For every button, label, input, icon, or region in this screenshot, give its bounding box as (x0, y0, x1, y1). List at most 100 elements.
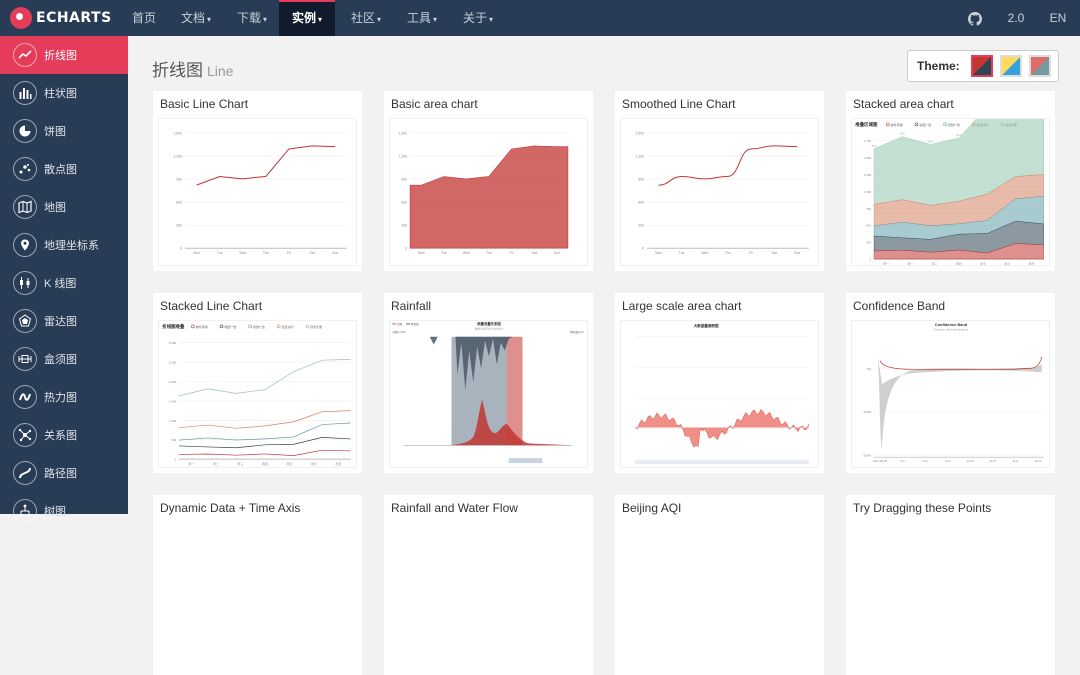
stacked-area-series (873, 243, 1044, 260)
x-tick-label: Thu (725, 251, 731, 255)
y-tick-label: 600 (638, 201, 644, 205)
theme-default-swatch[interactable] (970, 55, 993, 77)
nav-community[interactable]: 社区 ▾ (340, 0, 392, 36)
x-tick-label: 2012-08-28 (873, 459, 888, 463)
theme-dark-swatch[interactable] (1028, 55, 1051, 77)
sidebar-item-geo[interactable]: 地理坐标系 (0, 226, 128, 264)
sidebar-item-label: 柱状图 (44, 88, 77, 100)
legend-label: 降雨量 (411, 322, 419, 326)
theme-light-swatch[interactable] (999, 55, 1022, 77)
x-tick-label: 周五 (980, 261, 986, 266)
legend-marker (943, 122, 947, 127)
sidebar-item-label: 雷达图 (44, 316, 77, 328)
x-tick-label: 周三 (932, 261, 938, 266)
sidebar-item-boxplot[interactable]: 盒须图 (0, 340, 128, 378)
sidebar-item-line[interactable]: 折线图 (0, 36, 128, 74)
rainfall-area (404, 336, 572, 391)
legend-label: 视频广告 (253, 324, 265, 329)
x-tick-label: Thu (486, 251, 492, 255)
sidebar-item-lines[interactable]: 路径图 (0, 454, 128, 492)
sidebar-item-scatter[interactable]: 散点图 (0, 150, 128, 188)
x-tick-label: Sat (532, 251, 537, 255)
y-tick-label: 500 (171, 438, 176, 442)
x-tick-label: Tue (217, 251, 223, 255)
example-card-title: Rainfall and Water Flow (391, 501, 518, 515)
sidebar-item-graph[interactable]: 关系图 (0, 416, 128, 454)
x-tick-label: Sun (554, 251, 560, 255)
nav-about[interactable]: 关于 ▾ (452, 0, 504, 36)
page-title: 折线图 Line (152, 56, 233, 81)
x-tick-label: Mon (193, 251, 200, 255)
y-tick-label: 3,000 (169, 341, 177, 345)
x-tick-label: 周二 (907, 261, 913, 266)
language-toggle[interactable]: EN (1049, 11, 1067, 25)
legend-marker (305, 324, 310, 329)
y-tick-label: 900 (638, 177, 644, 181)
caret-down-icon: ▾ (377, 15, 382, 24)
sidebar-item-candlestick[interactable]: K 线图 (0, 264, 128, 302)
x-tick-label: 周日 (1029, 261, 1035, 266)
github-link[interactable] (962, 0, 988, 36)
y-tick-label: 600 (176, 201, 182, 205)
x-tick-label: 10-27 (989, 459, 997, 463)
example-card[interactable]: Confidence Band Confidence Band Example i… (846, 293, 1055, 473)
nav-community-label: 社区 (350, 11, 375, 25)
x-tick-label: 周三 (237, 461, 243, 466)
example-card[interactable]: Rainfall and Water Flow (384, 495, 593, 675)
example-card-title: Beijing AQI (622, 501, 682, 515)
x-tick-label: 10-15 (967, 459, 975, 463)
candlestick-icon (13, 271, 37, 295)
example-card[interactable]: Smoothed Line Chart 1,500 1,200 900 600 300 0… (615, 91, 824, 271)
version-link[interactable]: 2.0 (1007, 11, 1025, 25)
stacked-line-series (179, 449, 351, 456)
nav-docs[interactable]: 文档 ▾ (170, 0, 222, 36)
echarts-logo[interactable]: ECHARTS (10, 7, 112, 29)
sidebar-item-heatmap[interactable]: 热力图 (0, 378, 128, 416)
sidebar-item-radar[interactable]: 雷达图 (0, 302, 128, 340)
top-navbar: ECHARTS 首页 文档 ▾ 下载 ▾ 实例 ▾ 社区 ▾ 工具 ▾ 关于 ▾ 2.0 E… (0, 0, 1080, 36)
example-card[interactable]: Basic area chart 1,500 1,200 900 600 300 0 Mon… (384, 91, 593, 271)
legend-label: 邮件营销 (891, 122, 903, 127)
sidebar-item-bar[interactable]: 柱状图 (0, 74, 128, 112)
nav-tools[interactable]: 工具 ▾ (396, 0, 448, 36)
example-card[interactable]: Beijing AQI (615, 495, 824, 675)
example-card[interactable]: Dynamic Data + Time Axis (153, 495, 362, 675)
example-card[interactable]: Large scale area chart 大数据量面积图 (615, 293, 824, 473)
mark-area (506, 336, 523, 446)
x-tick-label: Fri (287, 251, 291, 255)
sidebar-item-pie[interactable]: 饼图 (0, 112, 128, 150)
data-zoom-slider (635, 460, 809, 465)
echarts-logo-mark (10, 7, 32, 29)
y-tick-label: 500 (866, 224, 871, 228)
stacked-line-series (179, 437, 351, 449)
sidebar-item-map[interactable]: 地图 (0, 188, 128, 226)
nav-about-label: 关于 (462, 11, 487, 25)
area-series (409, 145, 569, 249)
stacked-line-thumbnail: 折线图堆叠 邮件营销 联盟广告 视频广告 直接访问 搜索引擎 3,000 2,500 2,000… (158, 320, 357, 468)
page-title-text: 折线图 (152, 61, 203, 80)
example-card[interactable]: Basic Line Chart 1,500 1,200 900 600 300 0 Mon… (153, 91, 362, 271)
sidebar: 折线图 柱状图 饼图 散点图 地图 地理坐标系 K 线图 雷达图 盒须图 热力图… (0, 36, 128, 523)
bar-chart-icon (13, 81, 37, 105)
graph-icon (13, 423, 37, 447)
nav-download[interactable]: 下载 ▾ (226, 0, 278, 36)
y-tick-label: 0 (174, 458, 176, 462)
y-tick-label: 1,200 (635, 154, 644, 158)
x-tick-label: Fri (749, 251, 753, 255)
y-tick-label: 0% (867, 367, 872, 371)
y-axis-label-right: 降雨量(mm) (570, 330, 584, 334)
sidebar-item-label: 地图 (44, 202, 66, 214)
x-tick-label: 周四 (956, 261, 962, 266)
nav-home[interactable]: 首页 (122, 0, 166, 36)
large-area-thumbnail: 大数据量面积图 (620, 320, 819, 468)
example-card[interactable]: Rainfall 雨量流量关系图 数据来自西安兰州水文站 流量 降雨量 流量(m^3/s… (384, 293, 593, 473)
example-card[interactable]: Stacked Line Chart 折线图堆叠 邮件营销 联盟广告 视频广告 直接访问… (153, 293, 362, 473)
x-tick-label: Sat (310, 251, 315, 255)
sidebar-item-tree[interactable]: 树图 (0, 492, 128, 530)
x-tick-label: Thu (263, 251, 269, 255)
example-card[interactable]: Stacked area chart 堆叠区域图邮件营销联盟广告视频广告直接访问… (846, 91, 1055, 271)
nav-examples[interactable]: 实例 ▾ (279, 0, 335, 36)
example-card[interactable]: Try Dragging these Points (846, 495, 1055, 675)
y-tick-label: 1,500 (864, 156, 872, 160)
